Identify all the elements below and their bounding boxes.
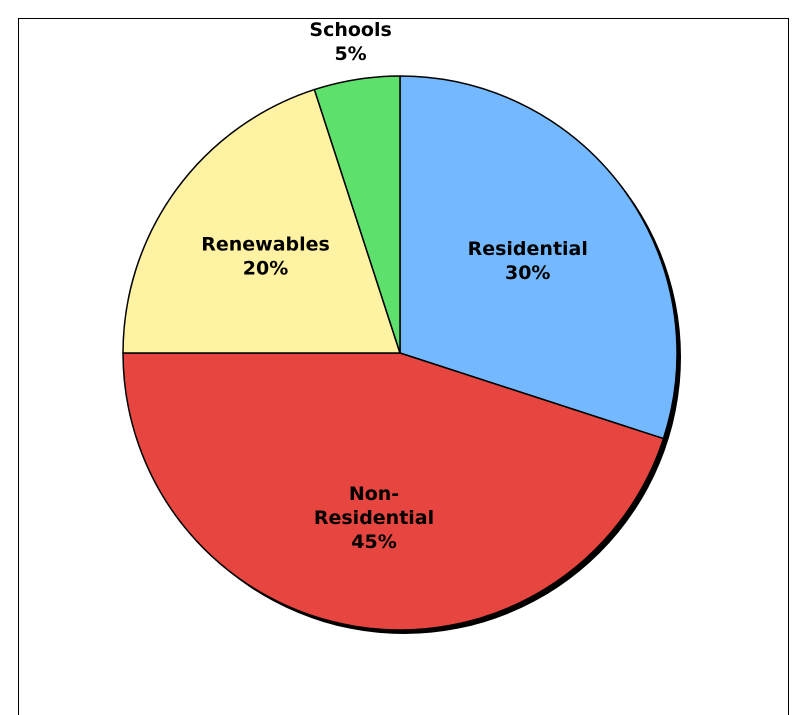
slice-value-label: 45% xyxy=(351,531,396,553)
slice-value-label: 5% xyxy=(334,43,366,65)
slice-name-label: Residential xyxy=(468,238,588,260)
slice-label-renewables: Renewables 20% xyxy=(201,233,330,279)
slice-name-label: Non- xyxy=(349,483,399,505)
slice-label-schools: Schools 5% xyxy=(309,19,391,65)
slice-value-label: 20% xyxy=(243,257,288,279)
slice-name-label: Renewables xyxy=(201,233,330,255)
slice-label-residential: Residential 30% xyxy=(468,238,588,284)
pie-slice-renewables xyxy=(122,88,401,354)
slice-name-label: Residential xyxy=(314,507,434,529)
pie-slice-residential xyxy=(399,75,678,440)
slice-label-non-residential: Non-Residential 45% xyxy=(314,483,434,553)
slice-value-label: 30% xyxy=(505,262,550,284)
pie-slice-non-residential xyxy=(122,352,665,631)
slice-name-label: Schools xyxy=(309,19,391,41)
pie-slice-schools xyxy=(313,75,401,354)
pie-slices xyxy=(122,75,678,631)
pie-labels: Residential 30%Non-Residential 45%Renewabl… xyxy=(201,19,588,553)
